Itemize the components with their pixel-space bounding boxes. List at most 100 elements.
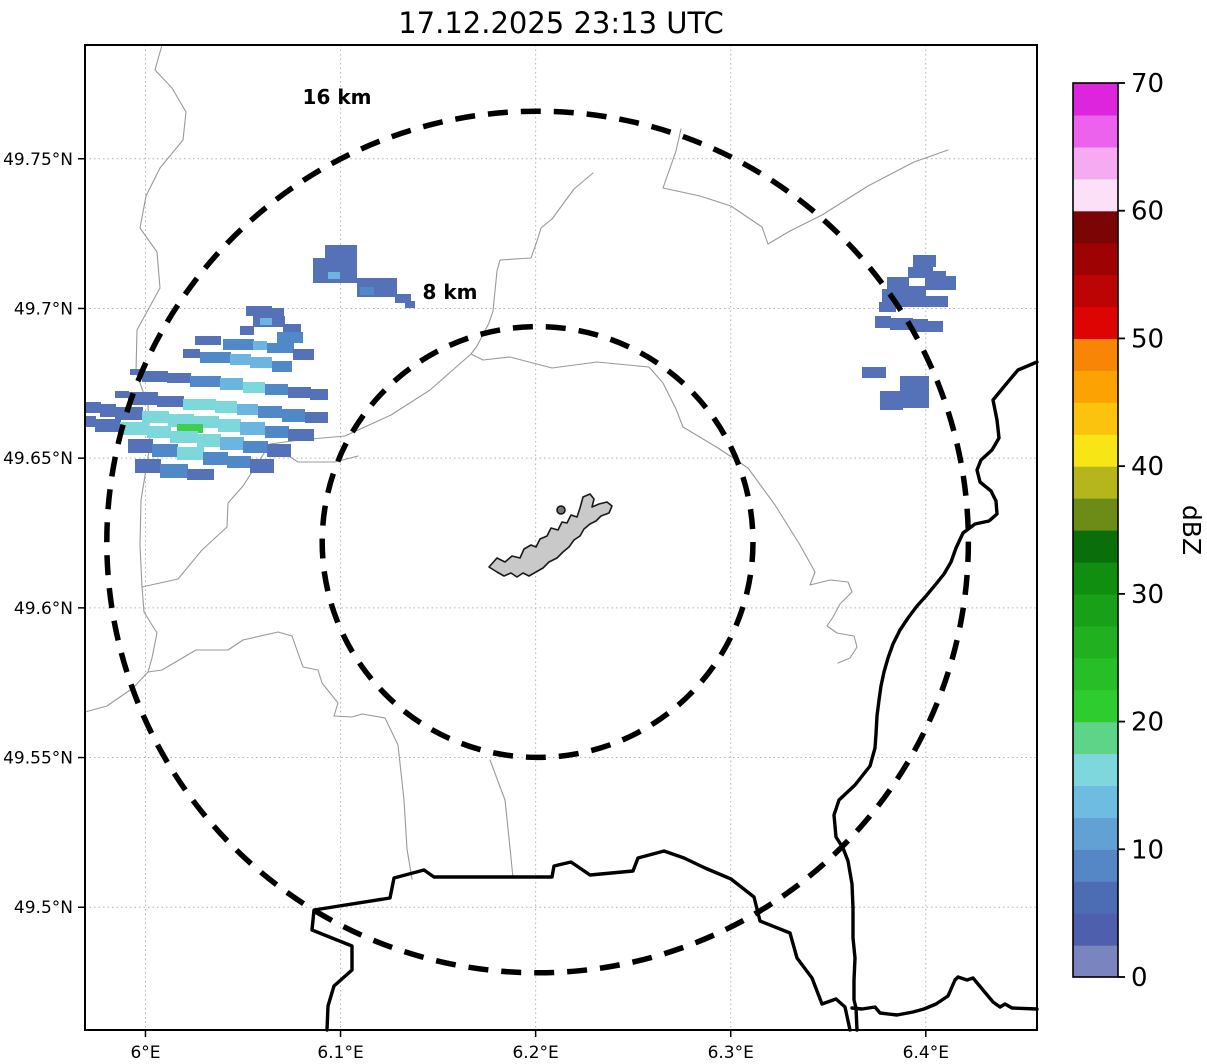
- range-ring-16km: [104, 108, 972, 976]
- colorbar-segment: [1073, 721, 1118, 755]
- radar-echo-bin: [925, 276, 956, 290]
- x-tick-label: 6°E: [130, 1043, 160, 1063]
- radar-echo-bin: [900, 376, 929, 408]
- radar-echo-bin: [253, 341, 267, 350]
- colorbar-segment: [1073, 753, 1118, 787]
- radar-echo-bin: [898, 286, 926, 307]
- y-tick-label: 49.75°N: [3, 150, 73, 170]
- radar-echo-bin: [168, 414, 194, 427]
- radar-echo-bin: [170, 431, 198, 443]
- radar-echo-bin: [313, 258, 357, 283]
- radar-echo-bin: [250, 357, 272, 368]
- radar-echo-bin: [265, 384, 288, 395]
- plot-title: 17.12.2025 23:13 UTC: [398, 6, 724, 40]
- radar-echo-bin: [230, 354, 251, 365]
- admin-boundary-line: [147, 631, 413, 880]
- radar-echo-bin: [135, 459, 161, 473]
- radar-echo-bin: [272, 361, 292, 372]
- x-tick-label: 6.2°E: [512, 1043, 558, 1063]
- radar-echo-bin: [243, 382, 265, 393]
- colorbar-tick-label: 0: [1131, 963, 1148, 993]
- colorbar-segment: [1073, 689, 1118, 723]
- radar-echo-bin: [240, 422, 265, 435]
- radar-echo-bin: [277, 332, 303, 343]
- radar-echo-bin: [360, 287, 374, 295]
- colorbar-segment: [1073, 785, 1118, 818]
- colorbar-segment: [1073, 402, 1118, 435]
- radar-echo-bin: [183, 399, 216, 410]
- radar-echo-bin: [395, 294, 411, 303]
- colorbar-segment: [1073, 146, 1118, 180]
- colorbar-frame: [1072, 82, 1119, 978]
- radar-echo-bin: [880, 391, 903, 410]
- radar-echo-bin: [85, 416, 96, 427]
- radar-echo-bin: [288, 429, 314, 441]
- radar-echo-bin: [128, 392, 158, 405]
- radar-echo-bin: [177, 447, 204, 460]
- colorbar-segment: [1073, 306, 1118, 340]
- colorbar-segment: [1073, 625, 1118, 659]
- radar-echo-bin: [267, 343, 294, 353]
- admin-boundary-line: [489, 759, 514, 879]
- radar-echo-bin: [240, 326, 254, 335]
- range-ring-8km: [319, 323, 756, 761]
- radar-echo-bin: [925, 296, 948, 307]
- colorbar-segment: [1073, 338, 1118, 371]
- radar-echo-bin: [405, 301, 415, 308]
- radar-echo-bin: [283, 324, 301, 335]
- colorbar-tick-label: 50: [1131, 324, 1164, 354]
- y-tick-label: 49.7°N: [14, 299, 73, 319]
- colorbar-segment: [1073, 561, 1118, 595]
- radar-echo-bin: [183, 349, 200, 358]
- radar-echo-bin: [215, 401, 237, 413]
- range-ring-label: 16 km: [303, 85, 372, 109]
- radar-echo-bin: [160, 464, 188, 478]
- radar-echo-bin: [310, 389, 328, 400]
- colorbar-segment: [1073, 370, 1118, 403]
- city-outline-polygon: [488, 493, 613, 578]
- radar-echo-bin: [147, 426, 171, 438]
- radar-echo-bin: [115, 391, 129, 398]
- radar-echo-bin: [177, 424, 203, 433]
- radar-echo-bin: [267, 444, 291, 457]
- admin-boundary-line: [682, 426, 858, 664]
- colorbar-tick-label: 30: [1131, 580, 1164, 610]
- colorbar-segment: [1073, 881, 1118, 914]
- radar-echo-bin: [218, 419, 241, 432]
- radar-echo-bin: [243, 441, 268, 453]
- radar-echo-bin: [197, 434, 221, 447]
- colorbar-tick-label: 10: [1131, 835, 1164, 865]
- radar-echo-bin: [862, 367, 886, 378]
- colorbar-tick-label: 70: [1131, 69, 1164, 99]
- radar-echo-bin: [927, 321, 943, 332]
- radar-echo-bin: [167, 373, 191, 383]
- radar-echo-bin: [933, 271, 946, 278]
- colorbar-segment: [1073, 466, 1118, 499]
- colorbar-segment: [1073, 498, 1118, 531]
- radar-echo-bin: [187, 469, 214, 480]
- radar-echo-bin: [305, 412, 328, 423]
- city-pond-dot: [556, 505, 566, 515]
- colorbar-segment: [1073, 242, 1118, 276]
- radar-echo-bin: [120, 422, 148, 435]
- radar-echo-bin: [288, 387, 311, 398]
- plot-frame: [84, 44, 1038, 1031]
- y-tick-label: 49.5°N: [14, 898, 73, 918]
- country-border-line: [310, 849, 852, 1032]
- radar-echo-bin: [157, 396, 184, 407]
- radar-echo-bin: [875, 316, 891, 328]
- radar-echo-bin: [260, 318, 272, 325]
- radar-echo-bin: [220, 437, 244, 450]
- colorbar-segment: [1073, 657, 1118, 691]
- colorbar-axis-label: dBZ: [1177, 505, 1206, 555]
- range-ring-label: 8 km: [422, 280, 477, 304]
- radar-echo-bin: [85, 402, 101, 413]
- colorbar-tick-label: 20: [1131, 708, 1164, 738]
- radar-echo-bin: [328, 272, 340, 279]
- colorbar-segment: [1073, 849, 1118, 882]
- admin-boundary-line: [470, 172, 684, 428]
- admin-boundary-line: [84, 44, 187, 713]
- colorbar-tick-label: 40: [1131, 452, 1164, 482]
